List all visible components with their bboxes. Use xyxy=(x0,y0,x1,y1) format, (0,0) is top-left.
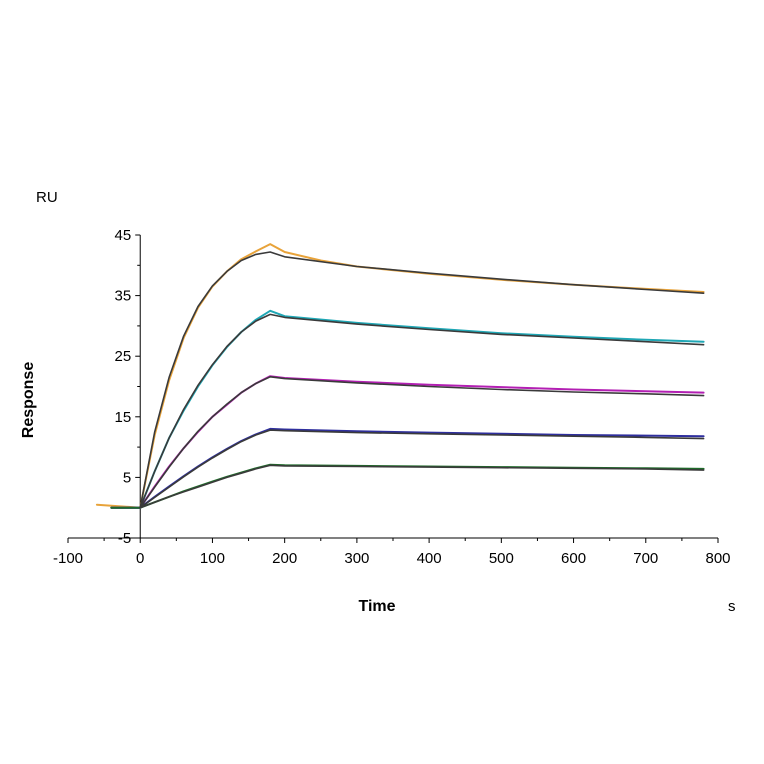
x-tick-label: 0 xyxy=(136,550,144,567)
x-tick-label: 400 xyxy=(417,550,442,567)
x-tick-label: -100 xyxy=(53,550,83,567)
y-unit-label: RU xyxy=(36,189,58,206)
fit-curve-2 xyxy=(139,313,705,509)
axes: -100 0 100 200 300 400 500 600 700 800 -5 5 15 25 35 45 xyxy=(53,227,731,567)
x-tick-label: 200 xyxy=(272,550,297,567)
y-tick-label: -5 xyxy=(118,530,131,547)
series-layer xyxy=(95,243,705,509)
y-tick-label: 45 xyxy=(115,227,132,244)
x-tick-label: 600 xyxy=(561,550,586,567)
fit-curve-1 xyxy=(139,251,705,509)
fit-curve-4 xyxy=(139,429,705,509)
y-tick-label: 35 xyxy=(115,288,132,305)
response-curve-3 xyxy=(110,375,705,509)
x-tick-label: 700 xyxy=(633,550,658,567)
x-tick-label: 800 xyxy=(705,550,730,567)
y-tick-label: 15 xyxy=(115,409,132,426)
x-axis-title: Time xyxy=(358,598,395,615)
y-tick-label: 5 xyxy=(123,469,131,486)
x-tick-label: 500 xyxy=(489,550,514,567)
fit-curve-5 xyxy=(139,464,705,509)
x-unit-label: s xyxy=(728,598,736,615)
y-tick-label: 25 xyxy=(115,348,132,365)
y-axis-title: Response xyxy=(20,362,37,439)
x-tick-label: 300 xyxy=(344,550,369,567)
fit-curve-3 xyxy=(139,376,705,509)
x-tick-label: 100 xyxy=(200,550,225,567)
